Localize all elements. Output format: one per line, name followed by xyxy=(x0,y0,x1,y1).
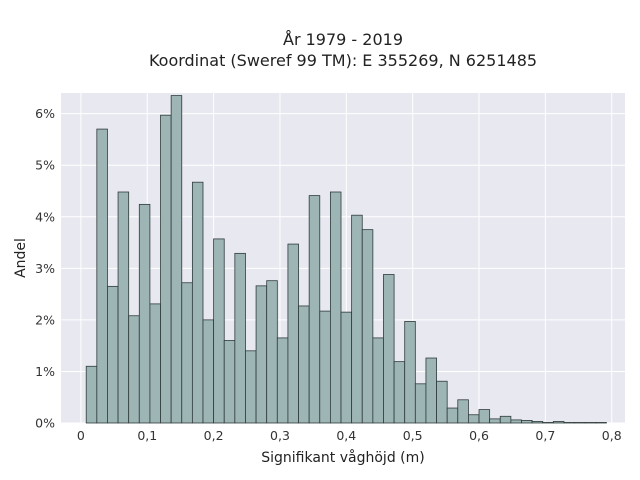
histogram-bar xyxy=(563,422,575,424)
histogram-bar xyxy=(499,415,512,424)
histogram-bar xyxy=(425,357,437,424)
histogram-bar xyxy=(383,274,395,424)
y-tick-label: 3% xyxy=(35,261,55,276)
histogram-bar xyxy=(574,422,586,424)
chart-title: År 1979 - 2019 xyxy=(283,30,403,49)
histogram-bar xyxy=(351,214,363,424)
histogram-bar xyxy=(510,419,522,424)
x-tick-label: 0,8 xyxy=(602,428,622,443)
x-tick-label: 0,5 xyxy=(403,428,423,443)
histogram-bar xyxy=(191,181,204,424)
histogram-bar xyxy=(542,422,554,424)
x-tick-label: 0,3 xyxy=(270,428,290,443)
histogram-bar xyxy=(457,399,469,424)
histogram-bar xyxy=(361,229,374,424)
histogram-bar xyxy=(340,311,353,424)
histogram-bar xyxy=(329,191,342,424)
histogram-bar xyxy=(202,319,215,424)
histogram-bar xyxy=(521,420,533,424)
histogram-bar xyxy=(213,238,225,424)
histogram-bar xyxy=(478,409,491,424)
histogram-bar xyxy=(245,350,257,424)
histogram-bar xyxy=(160,114,172,424)
histogram-bar xyxy=(552,421,565,424)
bar-layer xyxy=(85,95,607,424)
y-tick-label: 4% xyxy=(35,209,55,224)
y-tick-label: 6% xyxy=(35,106,55,121)
histogram-bar xyxy=(128,315,140,424)
y-axis-label: Andel xyxy=(13,238,29,278)
histogram-bar xyxy=(372,337,384,424)
histogram-bar xyxy=(584,422,597,424)
histogram-bar xyxy=(149,303,161,424)
y-tick-label: 2% xyxy=(35,312,55,327)
histogram-bar xyxy=(308,195,321,424)
x-tick-label: 0,7 xyxy=(535,428,555,443)
histogram-bar xyxy=(107,285,119,424)
x-axis-label: Signifikant våghöjd (m) xyxy=(261,449,424,466)
histogram-bar xyxy=(287,243,299,424)
histogram-bar xyxy=(223,340,236,424)
x-tick-label: 0,4 xyxy=(336,428,356,443)
histogram-bar xyxy=(85,365,98,424)
histogram-bar xyxy=(138,203,151,424)
x-tick-label: 0 xyxy=(77,428,85,443)
histogram-bar xyxy=(489,418,501,424)
chart-subtitle: Koordinat (Sweref 99 TM): E 355269, N 62… xyxy=(149,51,537,70)
y-tick-label: 5% xyxy=(35,158,55,173)
y-tick-label: 0% xyxy=(35,416,55,431)
histogram-bar xyxy=(117,191,130,424)
histogram-bar xyxy=(255,285,268,424)
histogram-bar xyxy=(181,282,193,424)
y-tick-labels: 0% 1% 2% 3% 4% 5% 6% xyxy=(35,106,55,430)
histogram-bar xyxy=(266,280,278,424)
y-tick-label: 1% xyxy=(35,364,55,379)
histogram-bar xyxy=(446,407,459,424)
histogram-bar xyxy=(319,310,331,424)
histogram-bar xyxy=(531,421,544,424)
histogram-bar xyxy=(414,383,427,424)
histogram-bar xyxy=(595,422,607,424)
histogram-bar xyxy=(170,95,183,424)
histogram-bar xyxy=(468,414,480,424)
histogram-bar xyxy=(393,361,406,424)
x-tick-label: 0,6 xyxy=(469,428,489,443)
x-tick-labels: 0 0,1 0,2 0,3 0,4 0,5 0,6 0,7 0,8 xyxy=(77,428,622,443)
histogram-bar xyxy=(276,337,289,424)
histogram-bar xyxy=(96,128,108,424)
histogram-bar xyxy=(436,380,448,424)
histogram-bar xyxy=(404,321,416,424)
histogram-bar xyxy=(298,305,310,424)
x-tick-label: 0,1 xyxy=(137,428,157,443)
x-tick-label: 0,2 xyxy=(204,428,224,443)
histogram-bar xyxy=(234,252,246,424)
